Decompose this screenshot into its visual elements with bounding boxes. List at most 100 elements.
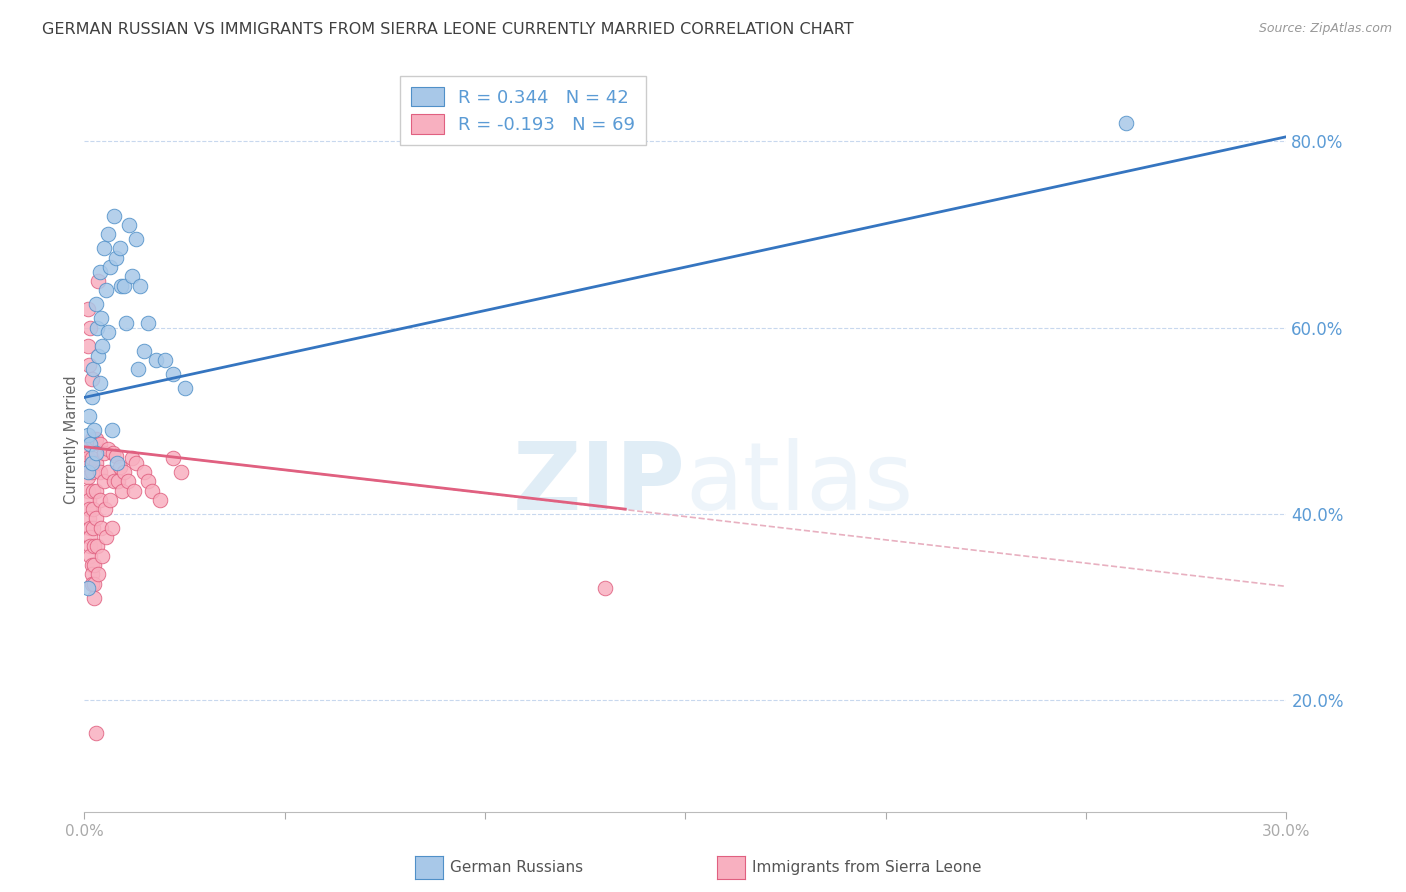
Point xyxy=(101,423,124,437)
Point xyxy=(90,521,112,535)
Point xyxy=(162,450,184,465)
Point xyxy=(94,502,117,516)
Point xyxy=(87,567,110,582)
Point xyxy=(125,232,148,246)
Point xyxy=(125,456,148,470)
Point xyxy=(100,492,122,507)
Point xyxy=(96,284,118,298)
Point xyxy=(77,582,100,596)
Point xyxy=(97,325,120,339)
Point xyxy=(1115,116,1137,130)
Point xyxy=(86,540,108,554)
Point xyxy=(77,492,100,507)
Point xyxy=(129,278,152,293)
Point xyxy=(149,492,172,507)
Point xyxy=(93,446,115,460)
Point xyxy=(162,367,184,381)
Point xyxy=(100,521,122,535)
Point xyxy=(79,521,101,535)
Point xyxy=(105,449,128,463)
Point xyxy=(76,450,98,465)
Text: Source: ZipAtlas.com: Source: ZipAtlas.com xyxy=(1258,22,1392,36)
Point xyxy=(97,465,120,479)
Point xyxy=(89,376,111,391)
Point xyxy=(84,456,107,470)
Point xyxy=(138,474,160,488)
Point xyxy=(89,265,111,279)
Text: GERMAN RUSSIAN VS IMMIGRANTS FROM SIERRA LEONE CURRENTLY MARRIED CORRELATION CHA: GERMAN RUSSIAN VS IMMIGRANTS FROM SIERRA… xyxy=(42,22,853,37)
Point xyxy=(118,218,141,232)
Point xyxy=(169,465,191,479)
Point xyxy=(111,483,134,498)
Point xyxy=(93,242,115,256)
Point xyxy=(76,301,98,316)
Point xyxy=(80,567,103,582)
Text: Immigrants from Sierra Leone: Immigrants from Sierra Leone xyxy=(752,861,981,875)
Point xyxy=(97,442,120,456)
Point xyxy=(83,591,105,605)
Point xyxy=(82,465,104,479)
Point xyxy=(108,242,131,256)
Point xyxy=(79,540,101,554)
Point xyxy=(79,549,101,563)
Point xyxy=(115,316,138,330)
Point xyxy=(117,474,139,488)
Point xyxy=(134,343,156,358)
Point xyxy=(97,227,120,242)
Point xyxy=(77,469,100,483)
Point xyxy=(82,433,104,447)
Point xyxy=(79,530,101,544)
Point xyxy=(82,502,104,516)
Text: atlas: atlas xyxy=(686,438,914,530)
Point xyxy=(79,320,101,334)
Point xyxy=(76,427,98,442)
Text: German Russians: German Russians xyxy=(450,861,583,875)
Point xyxy=(153,353,176,368)
Point xyxy=(79,437,101,451)
Point xyxy=(107,474,129,488)
Point xyxy=(110,278,132,293)
Point xyxy=(83,540,105,554)
Point xyxy=(91,339,114,353)
Point xyxy=(84,446,107,460)
Point xyxy=(145,353,167,368)
Point xyxy=(75,442,97,456)
Point xyxy=(77,339,100,353)
Point xyxy=(121,269,143,284)
Y-axis label: Currently Married: Currently Married xyxy=(63,375,79,504)
Point xyxy=(114,465,135,479)
Point xyxy=(110,460,132,475)
Point xyxy=(86,725,108,739)
Point xyxy=(80,456,103,470)
Point xyxy=(84,433,107,447)
Point xyxy=(82,483,104,498)
Point xyxy=(77,483,100,498)
Point xyxy=(87,274,110,288)
Point xyxy=(114,278,135,293)
Point xyxy=(77,409,100,423)
Point xyxy=(127,362,149,376)
Point xyxy=(89,492,111,507)
Point xyxy=(77,358,100,372)
Point xyxy=(138,316,160,330)
Point xyxy=(103,209,125,223)
Point xyxy=(173,381,195,395)
Point xyxy=(121,450,143,465)
Point xyxy=(82,362,104,376)
Point xyxy=(134,465,156,479)
Point xyxy=(103,446,125,460)
Point xyxy=(91,549,114,563)
Point xyxy=(86,511,108,525)
Point xyxy=(124,483,146,498)
Text: ZIP: ZIP xyxy=(513,438,686,530)
Point xyxy=(82,450,104,465)
Point xyxy=(80,576,103,591)
Point xyxy=(105,456,128,470)
Point xyxy=(103,474,125,488)
Point xyxy=(82,391,104,405)
Point xyxy=(90,311,112,326)
Point xyxy=(77,460,100,475)
Point xyxy=(83,558,105,572)
Point xyxy=(86,297,108,311)
Point xyxy=(86,320,108,334)
